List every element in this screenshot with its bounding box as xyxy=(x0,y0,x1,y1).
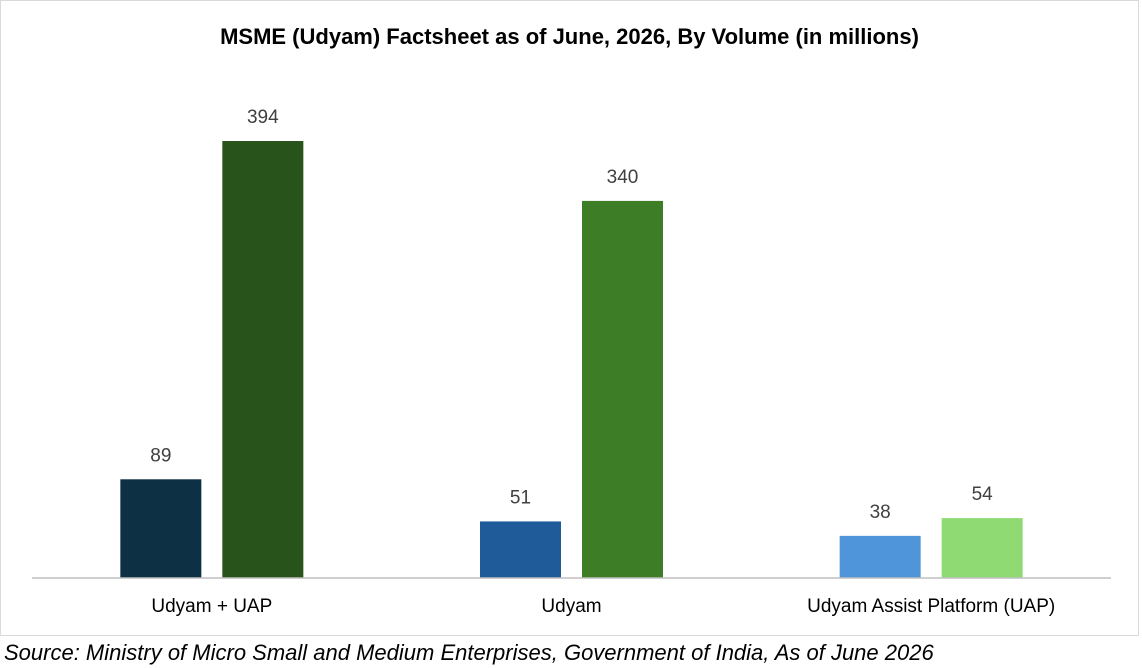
data-label-0-0: 89 xyxy=(150,445,171,466)
bar-2-0 xyxy=(839,535,921,578)
bar-2-1 xyxy=(941,518,1023,578)
data-label-2-1: 54 xyxy=(972,484,994,505)
source-note: Source: Ministry of Micro Small and Medi… xyxy=(4,640,934,665)
data-label-0-1: 394 xyxy=(247,107,279,128)
category-label-1: Udyam xyxy=(541,596,601,617)
bars-layer xyxy=(120,141,1023,579)
data-label-1-0: 51 xyxy=(510,487,531,508)
chart-title: MSME (Udyam) Factsheet as of June, 2026,… xyxy=(220,24,919,49)
labels-layer: 89 394 Udyam + UAP 51 340 Udyam 38 54 Udyam Assi… xyxy=(150,107,1055,617)
bar-1-0 xyxy=(480,521,561,578)
bar-0-0 xyxy=(120,479,202,578)
data-label-2-0: 38 xyxy=(870,502,891,523)
bar-1-1 xyxy=(582,200,663,578)
data-label-1-1: 340 xyxy=(607,167,639,188)
category-label-0: Udyam + UAP xyxy=(151,596,272,617)
bar-0-1 xyxy=(222,141,304,579)
category-label-2: Udyam Assist Platform (UAP) xyxy=(807,596,1055,617)
bar-chart: 89 394 Udyam + UAP 51 340 Udyam 38 54 Udyam Assi… xyxy=(32,107,1111,617)
